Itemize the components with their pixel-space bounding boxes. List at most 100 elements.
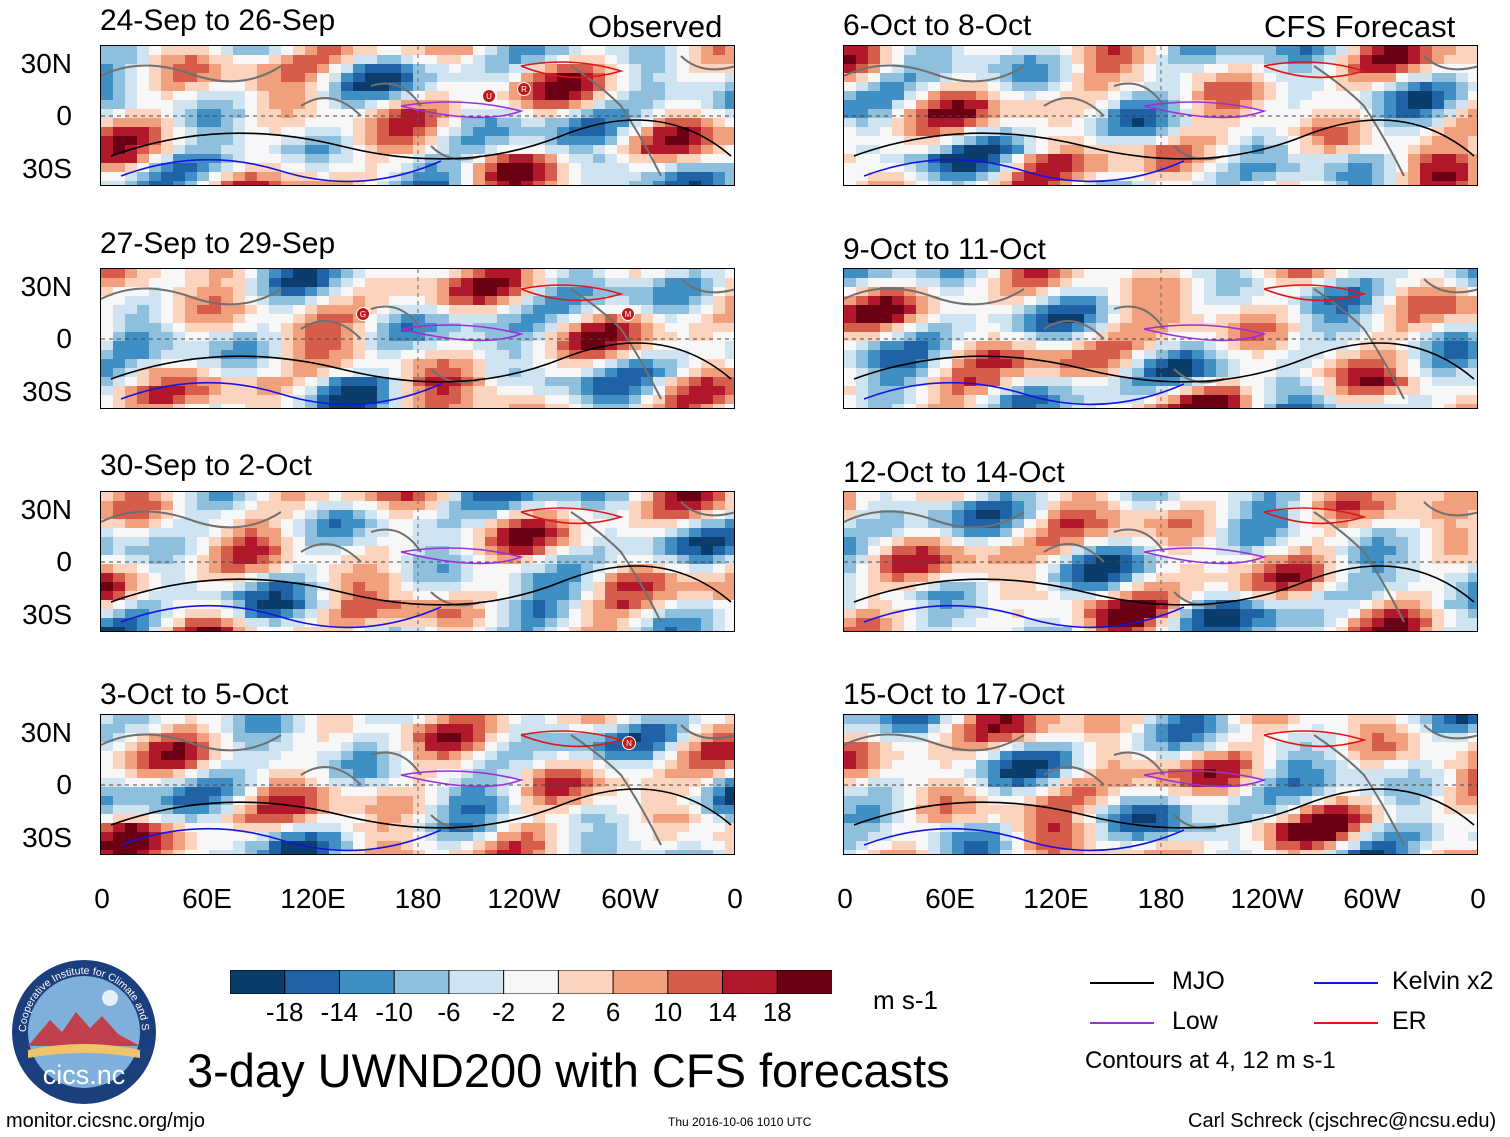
lon-fc-60e: 60E <box>925 883 975 914</box>
legend-er-line <box>1314 1022 1378 1024</box>
lon-fc-120w: 120W <box>1230 883 1304 914</box>
lon-fc-0: 0 <box>837 883 853 914</box>
colorbar-tick-label: 14 <box>708 997 737 1027</box>
contour-line <box>863 158 1185 183</box>
colorbar-units: m s-1 <box>873 985 938 1015</box>
contour-line <box>853 788 1475 829</box>
map-panel-fc-3 <box>843 491 1478 632</box>
lat-30s-3: 30S <box>22 599 72 630</box>
logo-text: cics.nc <box>43 1060 126 1090</box>
contour-line <box>110 788 732 829</box>
map-panel-obs-4: N <box>100 714 735 855</box>
colorbar-tick-label: -14 <box>320 997 359 1027</box>
legend-kelvin-line <box>1314 982 1378 984</box>
contours-note: Contours at 4, 12 m s-1 <box>1085 1047 1336 1074</box>
main-title: 3-day UWND200 with CFS forecasts <box>187 1044 950 1097</box>
colorbar-tick-label: -2 <box>492 997 516 1027</box>
contour-line <box>120 604 442 629</box>
contour-line <box>1143 101 1267 119</box>
legend-er-label: ER <box>1392 1007 1427 1035</box>
colorbar <box>230 970 832 994</box>
timestamp: Thu 2016-10-06 1010 UTC <box>668 1115 812 1129</box>
svg-text:U: U <box>486 92 492 101</box>
storm-marker: G <box>356 307 370 321</box>
contour-line <box>110 342 732 383</box>
svg-text:M: M <box>625 310 632 319</box>
colorbar-tick-label: 6 <box>605 997 621 1027</box>
lon-fc-120e: 120E <box>1023 883 1089 914</box>
map-panel-fc-1 <box>843 45 1478 186</box>
colorbar-swatch <box>722 970 779 994</box>
colorbar-swatch <box>448 970 505 994</box>
lon-obs-180: 180 <box>394 883 442 914</box>
lat-30n-2: 30N <box>20 271 72 302</box>
panel-title-fc-2: 9-Oct to 11-Oct <box>843 233 1046 266</box>
lat-30s-1: 30S <box>22 153 72 184</box>
contour-line <box>520 61 624 79</box>
lon-obs-0-end: 0 <box>727 883 743 914</box>
svg-text:R: R <box>521 85 527 94</box>
colorbar-swatch <box>230 970 286 994</box>
contour-line <box>520 730 624 748</box>
website-link[interactable]: monitor.cicsnc.org/mjo <box>6 1110 205 1132</box>
contour-line <box>1263 507 1367 525</box>
colorbar-swatch <box>284 970 341 994</box>
panel-title-obs-4: 3-Oct to 5-Oct <box>100 678 289 711</box>
observed-header: Observed <box>588 9 723 44</box>
lon-fc-180: 180 <box>1137 883 1185 914</box>
forecast-header: CFS Forecast <box>1264 9 1456 44</box>
panel-title-obs-3: 30-Sep to 2-Oct <box>100 449 312 482</box>
contour-line <box>863 827 1185 852</box>
colorbar-swatch <box>557 970 615 994</box>
contour-line <box>1263 284 1367 302</box>
colorbar-tick-label: -6 <box>437 997 461 1027</box>
panel-title-fc-4: 15-Oct to 17-Oct <box>843 678 1065 711</box>
contour-line <box>120 827 442 852</box>
lat-30n-1: 30N <box>20 48 72 79</box>
colorbar-swatch <box>393 970 450 994</box>
storm-marker: N <box>622 736 636 750</box>
colorbar-swatch <box>612 970 669 994</box>
panel-title-obs-2: 27-Sep to 29-Sep <box>100 227 336 260</box>
legend-mjo-label: MJO <box>1172 967 1225 995</box>
contour-line <box>120 158 442 183</box>
contour-line <box>853 119 1475 160</box>
map-panel-obs-3 <box>100 491 735 632</box>
svg-text:G: G <box>360 310 366 319</box>
contour-line <box>853 565 1475 606</box>
legend-low-label: Low <box>1172 1007 1218 1035</box>
contour-line <box>1263 730 1367 748</box>
colorbar-swatch <box>338 970 396 994</box>
lon-obs-60e: 60E <box>182 883 232 914</box>
contour-line <box>1143 324 1267 342</box>
map-panel-fc-4 <box>843 714 1478 855</box>
lat-30n-3: 30N <box>20 494 72 525</box>
lat-30s-2: 30S <box>22 376 72 407</box>
contour-line <box>863 604 1185 629</box>
map-panel-fc-2 <box>843 268 1478 409</box>
contour-line <box>1143 547 1267 565</box>
lon-fc-60w: 60W <box>1343 883 1401 914</box>
panel-title-fc-1: 6-Oct to 8-Oct <box>843 9 1032 42</box>
colorbar-tick-label: 2 <box>551 997 566 1027</box>
storm-marker: M <box>621 307 635 321</box>
lat-0-1: 0 <box>56 100 72 131</box>
contour-line <box>110 565 732 606</box>
contour-line <box>120 381 442 406</box>
contour-line <box>400 324 524 342</box>
legend-mjo-line <box>1090 982 1154 984</box>
lat-0-4: 0 <box>56 769 72 800</box>
author-credit: Carl Schreck (cjschrec@ncsu.edu) <box>1188 1110 1497 1132</box>
panel-title-obs-1: 24-Sep to 26-Sep <box>100 4 336 37</box>
contour-line <box>853 342 1475 383</box>
lon-obs-120w: 120W <box>487 883 561 914</box>
contour-line <box>520 284 624 302</box>
colorbar-swatch <box>776 970 832 994</box>
contour-line <box>1143 770 1267 788</box>
lat-30n-4: 30N <box>20 717 72 748</box>
lat-0-2: 0 <box>56 323 72 354</box>
colorbar-swatch <box>667 970 724 994</box>
colorbar-tick-label: 18 <box>762 997 792 1027</box>
